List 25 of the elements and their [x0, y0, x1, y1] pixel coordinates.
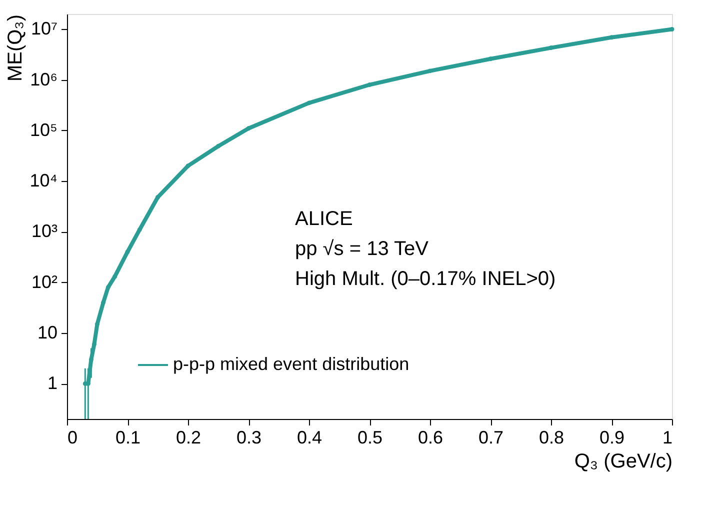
y-axis-title: ME(Q₃): [4, 14, 27, 82]
x-tick-label: 0.7: [478, 428, 504, 448]
x-axis-title: Q₃ (GeV/c): [574, 450, 672, 472]
x-tick-label: 0.3: [236, 428, 262, 448]
y-tick-label: 10²: [31, 272, 58, 292]
x-tick-label: 0.2: [176, 428, 202, 448]
x-tick-label: 0.4: [296, 428, 322, 448]
x-tick-label: 0.6: [418, 428, 444, 448]
x-tick-label: 0.8: [538, 428, 564, 448]
annotation: High Mult. (0–0.17% INEL>0): [295, 268, 556, 290]
annotation: pp √s = 13 TeV: [295, 238, 430, 260]
y-tick-label: 10⁷: [30, 18, 58, 39]
x-tick-label: 0: [68, 428, 78, 448]
x-tick-label: 1: [662, 428, 672, 448]
x-tick-label: 0.5: [357, 428, 383, 448]
annotation: ALICE: [295, 208, 353, 230]
y-tick-label: 10⁵: [30, 120, 58, 140]
y-tick-label: 10⁶: [30, 69, 58, 90]
y-tick-label: 10⁴: [30, 170, 58, 191]
y-tick-label: 10³: [31, 221, 58, 242]
y-tick-label: 1: [47, 373, 58, 394]
y-tick-label: 10: [37, 322, 58, 342]
legend-label: p-p-p mixed event distribution: [173, 354, 410, 374]
x-tick-label: 0.9: [599, 428, 625, 448]
x-tick-label: 0.1: [115, 428, 141, 448]
